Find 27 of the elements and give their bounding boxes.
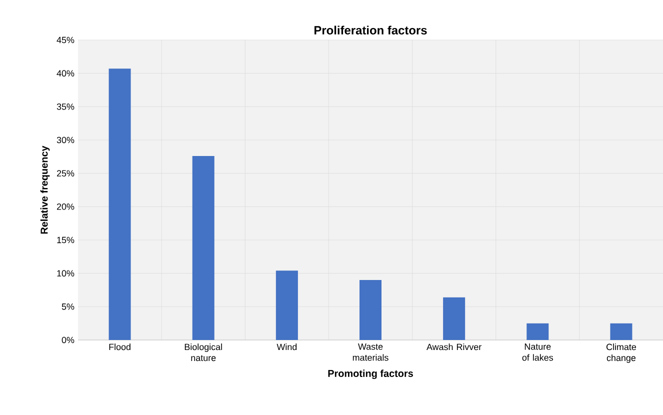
bar xyxy=(443,297,466,340)
bar xyxy=(360,280,382,340)
x-tick-label: Climate change xyxy=(606,344,636,363)
x-tick-label: Biological nature xyxy=(184,344,222,362)
y-tick-label: 5% xyxy=(62,304,74,310)
bar xyxy=(192,156,214,340)
y-tick-label: 30% xyxy=(56,136,74,144)
bar xyxy=(526,323,549,340)
y-tick-label: 40% xyxy=(56,70,74,77)
y-tick-label: 20% xyxy=(56,203,74,210)
y-axis-title: Relative frequency xyxy=(40,146,50,234)
y-tick-label: 0% xyxy=(62,336,74,344)
y-tick-label: 45% xyxy=(56,36,74,44)
bar xyxy=(276,270,298,340)
y-tick-label: 10% xyxy=(57,270,74,277)
x-tick-label: Nature of lakes xyxy=(522,344,554,361)
y-tick-label: 25% xyxy=(56,170,74,177)
x-tick-label: Flood xyxy=(109,344,130,350)
y-tick-label: 15% xyxy=(57,236,74,244)
x-tick-label: Wind xyxy=(276,344,297,350)
bar xyxy=(108,68,131,340)
chart-title: Proliferation factors xyxy=(314,26,427,34)
x-tick-label: Awash Rivver xyxy=(426,344,482,350)
bar xyxy=(610,323,632,340)
x-tick-label: Waste materials xyxy=(352,344,388,361)
y-tick-label: 35% xyxy=(56,103,74,110)
x-axis-title: Promoting factors xyxy=(328,370,413,380)
